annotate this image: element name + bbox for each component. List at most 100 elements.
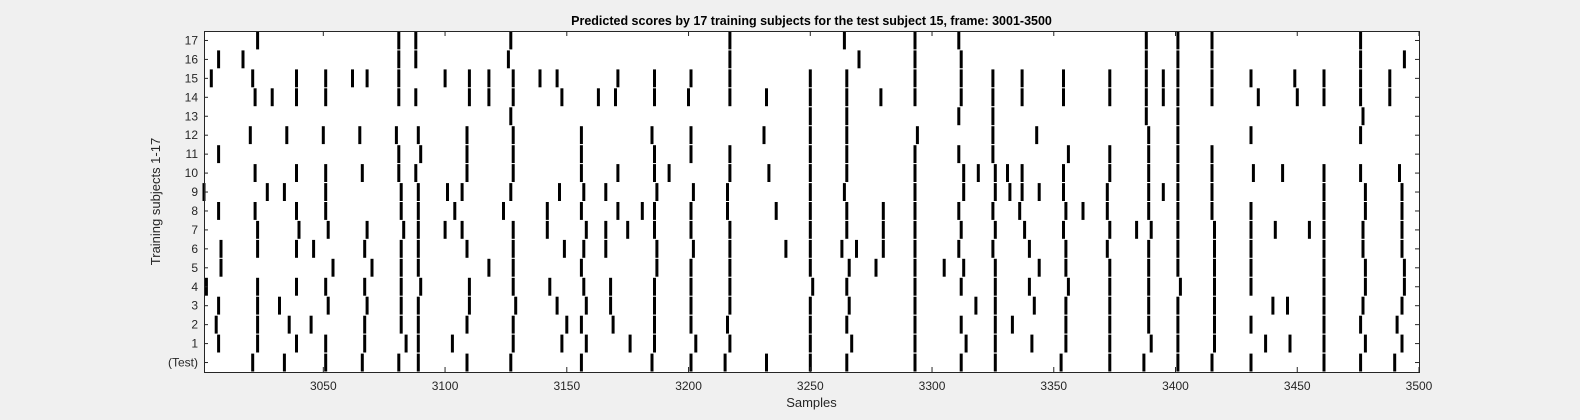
raster-mark xyxy=(959,277,963,296)
raster-mark xyxy=(689,353,693,372)
raster-mark xyxy=(689,277,693,296)
raster-mark xyxy=(253,164,257,182)
raster-mark xyxy=(453,202,457,220)
raster-row-1 xyxy=(217,334,1404,353)
raster-mark xyxy=(616,164,620,182)
raster-mark xyxy=(728,239,732,258)
raster-mark xyxy=(655,239,659,258)
raster-mark xyxy=(1293,69,1297,88)
raster-mark xyxy=(913,50,917,69)
raster-mark xyxy=(1062,88,1065,107)
raster-row-4 xyxy=(204,277,1406,296)
raster-mark xyxy=(1322,353,1326,372)
raster-mark xyxy=(653,296,656,315)
raster-mark xyxy=(993,220,997,239)
raster-row-12 xyxy=(248,126,1363,145)
raster-row-6 xyxy=(219,239,1404,258)
raster-mark xyxy=(1361,296,1365,315)
raster-mark xyxy=(913,202,917,220)
raster-row-2 xyxy=(214,315,1399,334)
raster-mark xyxy=(1147,202,1151,220)
raster-mark xyxy=(845,88,849,107)
raster-mark xyxy=(913,164,917,182)
raster-mark xyxy=(414,88,418,107)
raster-mark xyxy=(1213,239,1216,258)
raster-mark xyxy=(256,315,260,334)
raster-mark xyxy=(993,277,997,296)
raster-row-11 xyxy=(217,145,1214,164)
raster-mark xyxy=(1108,277,1112,296)
x-tick-label: 3100 xyxy=(432,379,459,393)
raster-mark xyxy=(253,88,257,107)
raster-mark xyxy=(582,277,586,296)
raster-mark xyxy=(514,296,518,315)
raster-mark xyxy=(1395,315,1399,334)
raster-mark xyxy=(728,31,732,50)
raster-mark xyxy=(1108,315,1112,334)
raster-mark xyxy=(650,126,654,145)
raster-mark xyxy=(414,50,418,69)
raster-mark xyxy=(1010,315,1014,334)
y-tick-label: 3 xyxy=(191,299,198,313)
raster-mark xyxy=(1108,88,1112,107)
raster-mark xyxy=(256,277,260,296)
raster-mark xyxy=(1147,296,1151,315)
raster-mark xyxy=(1108,334,1112,353)
raster-mark xyxy=(1388,88,1392,107)
raster-mark xyxy=(808,164,812,182)
raster-mark xyxy=(609,277,613,296)
raster-row-7 xyxy=(256,220,1404,239)
raster-mark xyxy=(913,88,917,107)
raster-mark xyxy=(879,88,883,107)
raster-mark xyxy=(1176,220,1180,239)
raster-mark xyxy=(774,202,778,220)
raster-mark xyxy=(728,334,732,353)
raster-mark xyxy=(1322,334,1326,353)
raster-mark xyxy=(728,145,732,164)
y-tick-label: 10 xyxy=(185,166,199,180)
raster-mark xyxy=(808,88,812,107)
raster-mark xyxy=(1361,107,1365,126)
y-tick-label: 9 xyxy=(191,185,198,199)
raster-mark xyxy=(1210,164,1214,182)
raster-mark xyxy=(324,202,328,220)
raster-mark xyxy=(1322,258,1326,277)
raster-mark xyxy=(640,202,644,220)
raster-mark xyxy=(1322,183,1326,201)
raster-mark xyxy=(295,334,298,353)
raster-row-15 xyxy=(209,69,1392,88)
raster-mark xyxy=(217,145,221,164)
raster-mark xyxy=(842,31,846,50)
raster-mark xyxy=(957,145,961,164)
raster-mark xyxy=(1213,334,1216,353)
raster-mark xyxy=(1108,220,1112,239)
raster-mark xyxy=(1147,277,1151,296)
raster-mark xyxy=(691,239,695,258)
raster-mark xyxy=(416,296,420,315)
raster-mark xyxy=(545,220,549,239)
raster-mark xyxy=(1400,220,1404,239)
y-tick-label: 4 xyxy=(191,280,198,294)
raster-mark xyxy=(558,183,561,201)
raster-mark xyxy=(1359,31,1363,50)
raster-mark xyxy=(808,126,812,145)
raster-mark xyxy=(1249,353,1253,372)
raster-mark xyxy=(1249,69,1253,88)
raster-mark xyxy=(414,164,418,182)
raster-mark xyxy=(808,69,812,88)
raster-mark xyxy=(295,277,298,296)
y-tick-label: 2 xyxy=(191,318,198,332)
raster-mark xyxy=(399,258,403,277)
raster-mark xyxy=(579,353,583,372)
raster-mark xyxy=(465,239,469,258)
raster-mark xyxy=(728,220,732,239)
raster-mark xyxy=(256,334,260,353)
raster-mark xyxy=(653,334,656,353)
raster-mark xyxy=(765,353,768,372)
raster-mark xyxy=(363,277,367,296)
raster-mark xyxy=(467,88,471,107)
x-tick-label: 3350 xyxy=(1040,379,1067,393)
raster-mark xyxy=(913,69,917,88)
raster-mark xyxy=(616,202,620,220)
raster-mark xyxy=(1006,164,1009,182)
